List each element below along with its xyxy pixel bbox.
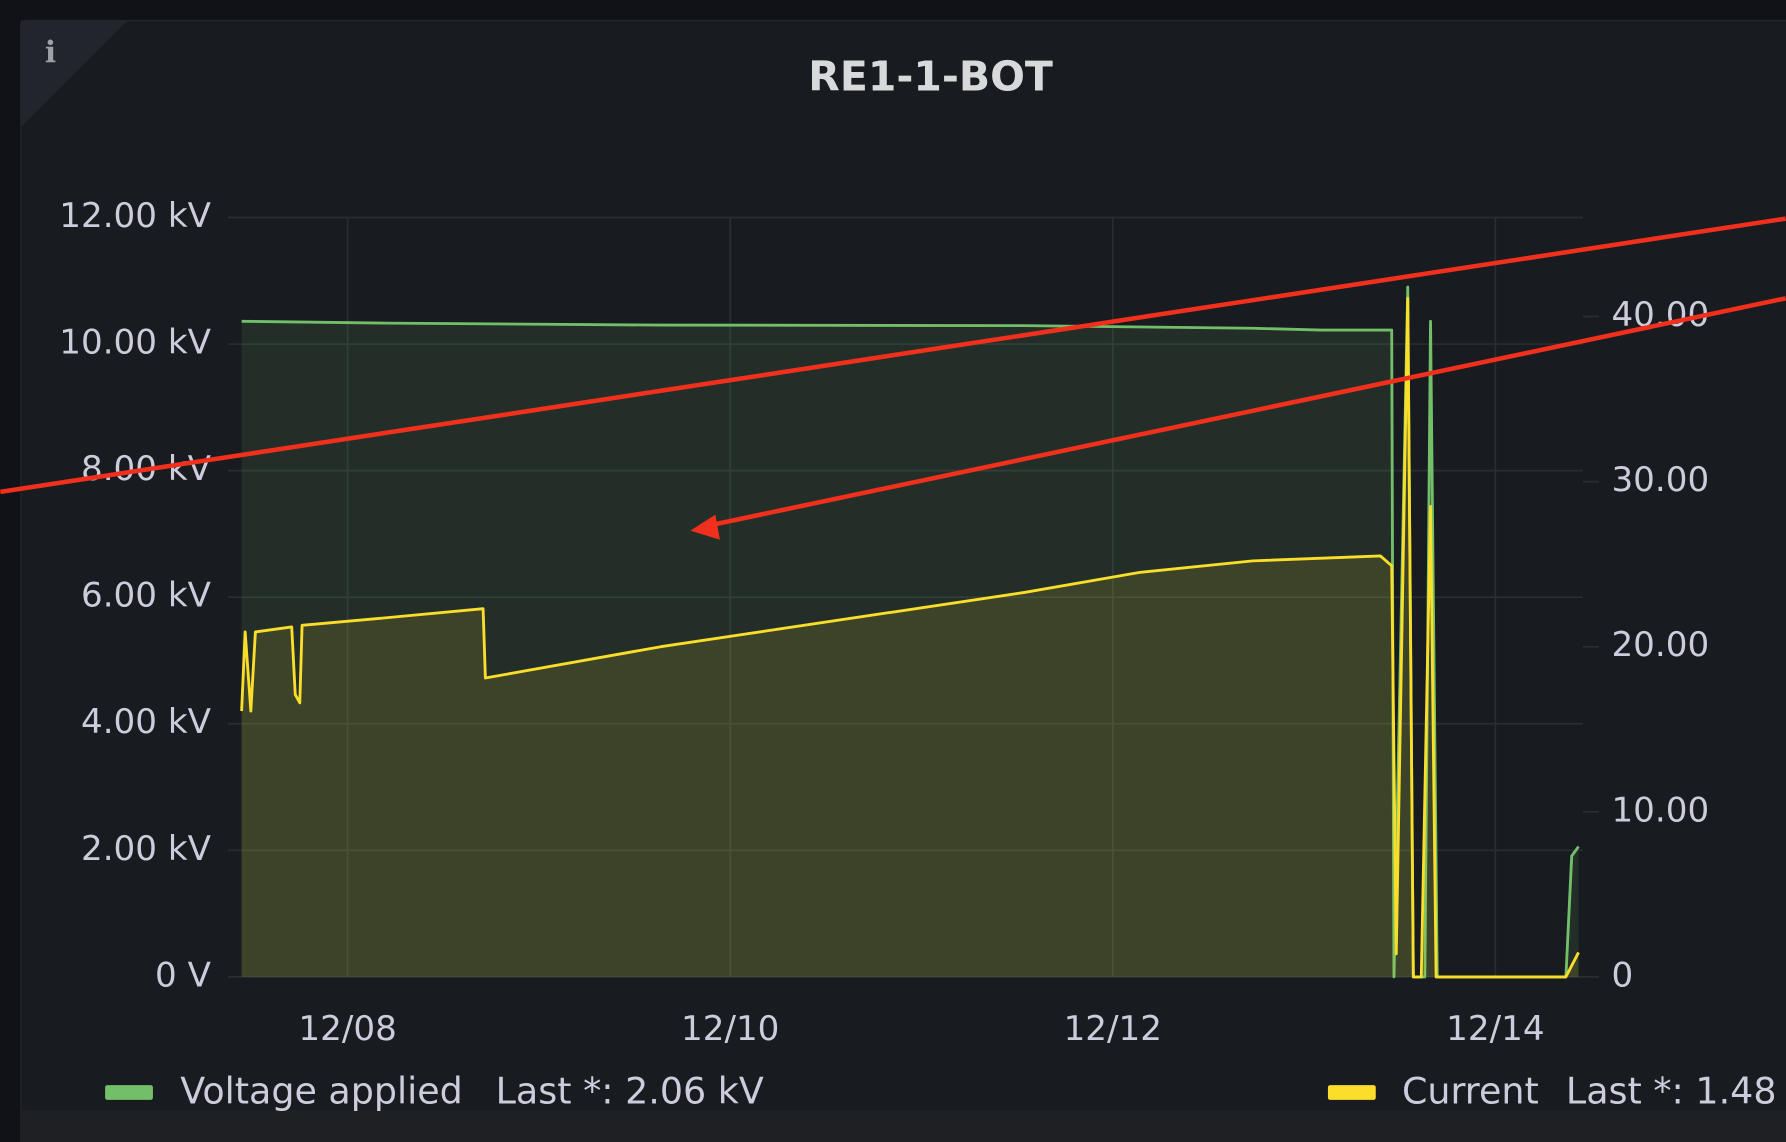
y2-tick-label: 20.00	[1611, 625, 1709, 665]
y2-tick-label: 40.00	[1611, 295, 1709, 335]
y-tick-label: 6.00 kV	[81, 576, 212, 616]
series-area	[241, 287, 1579, 977]
legend-label[interactable]: Current	[1402, 1070, 1539, 1113]
series-line	[240, 296, 1580, 979]
legend-stat: Last *: 1.48	[1566, 1070, 1777, 1113]
x-tick-label: 12/08	[298, 1009, 396, 1049]
panel-footer	[20, 1110, 1786, 1142]
y2-tick-label: 30.00	[1611, 460, 1709, 500]
panel	[20, 19, 1786, 1142]
y2-tick-label: 10.00	[1611, 790, 1709, 830]
y-tick-label: 10.00 kV	[59, 323, 211, 363]
series-area	[241, 298, 1579, 977]
legend-stat: Last *: 2.06 kV	[496, 1070, 764, 1113]
x-tick-label: 12/12	[1064, 1009, 1162, 1049]
info-icon[interactable]: i	[45, 35, 56, 70]
y2-tick-label: 0	[1611, 955, 1633, 995]
legend-swatch	[105, 1085, 153, 1100]
annotation-arrow	[711, 296, 1786, 528]
x-tick-label: 12/10	[681, 1009, 779, 1049]
legend-swatch	[1327, 1085, 1376, 1100]
info-corner[interactable]	[20, 20, 128, 128]
y-tick-label: 4.00 kV	[81, 702, 212, 742]
chart-title: RE1-1-BOT	[808, 53, 1053, 101]
annotation-arrowhead	[690, 514, 720, 540]
y-tick-label: 0 V	[155, 955, 212, 995]
y-tick-label: 12.00 kV	[59, 196, 211, 236]
annotation-line	[0, 216, 1786, 495]
x-tick-label: 12/14	[1446, 1009, 1544, 1049]
y-tick-label: 2.00 kV	[81, 829, 212, 869]
legend-label[interactable]: Voltage applied	[180, 1070, 463, 1113]
